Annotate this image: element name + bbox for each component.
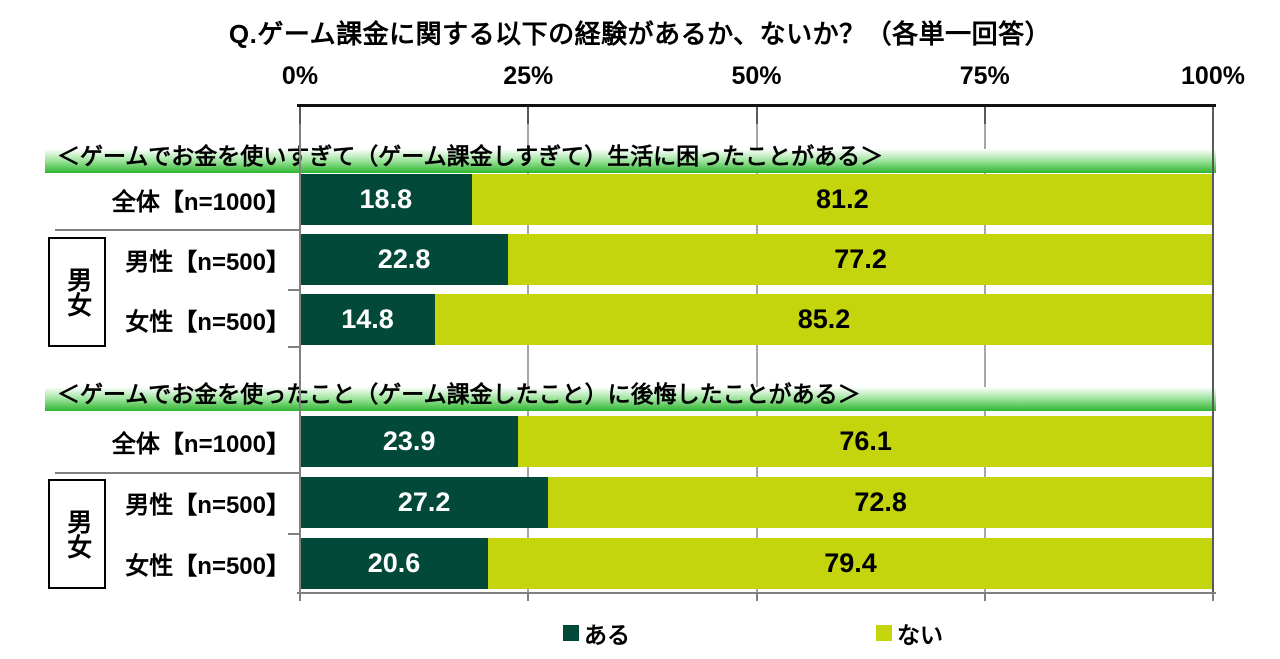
gridline <box>299 107 301 593</box>
section-2-title: ＜ゲームでお金を使ったこと（ゲーム課金したこと）に後悔したことがある＞ <box>57 381 861 407</box>
bar-value-label: 79.4 <box>824 548 877 578</box>
bar-segment-none: 81.2 <box>471 174 1213 225</box>
axis-tick-mark <box>527 107 530 124</box>
axis-tick-mark <box>983 594 986 601</box>
axis-tick-label: 75% <box>959 62 1010 90</box>
bar-segment-none: 72.8 <box>548 477 1213 528</box>
axis-tick-label: 25% <box>503 62 554 90</box>
section-1-title: ＜ゲームでお金を使いすぎて（ゲーム課金しすぎて）生活に困ったことがある＞ <box>57 143 884 169</box>
gender-group-label: 男女 <box>63 509 92 559</box>
row-label: 全体【n=1000】 <box>111 431 290 458</box>
axis-tick-label: 0% <box>281 62 319 90</box>
row-label: 女性【n=500】 <box>125 309 290 336</box>
gender-group-label: 男女 <box>63 267 92 317</box>
row-label: 男性【n=500】 <box>125 249 290 276</box>
gender-group-box-2: 男女 <box>48 479 106 589</box>
bar-segment-none: 85.2 <box>435 294 1213 345</box>
chart-title: Q.ゲーム課金に関する以下の経験があるか、ないか？（各単一回答） <box>228 19 1052 49</box>
bar-value-label: 72.8 <box>854 487 907 517</box>
axis-tick-mark <box>1212 594 1214 601</box>
gridline <box>1212 107 1214 593</box>
section-2-header: ＜ゲームでお金を使ったこと（ゲーム課金したこと）に後悔したことがある＞ <box>45 376 1216 411</box>
axis-tick-mark <box>755 107 758 124</box>
bar-value-label: 27.2 <box>397 487 451 517</box>
category-tick <box>288 346 300 348</box>
category-tick <box>288 289 300 291</box>
section-1-header: ＜ゲームでお金を使いすぎて（ゲーム課金しすぎて）生活に困ったことがある＞ <box>45 138 1216 173</box>
axis-tick-mark <box>299 594 301 601</box>
legend-label: ない <box>897 622 943 648</box>
bar-segment-none: 77.2 <box>508 234 1213 285</box>
gender-group-box-1: 男女 <box>48 237 106 347</box>
legend-item: ある <box>563 616 630 650</box>
bar-value-label: 22.8 <box>377 244 431 274</box>
category-divider <box>55 472 300 474</box>
row-label: 男性【n=500】 <box>125 492 290 519</box>
bar-value-label: 76.1 <box>839 426 892 456</box>
axis-tick-mark <box>1212 107 1214 124</box>
bar-value-label: 23.9 <box>382 426 436 456</box>
axis-tick-mark <box>755 594 758 601</box>
axis-tick-label: 50% <box>731 62 782 90</box>
axis-tick-mark <box>527 594 530 601</box>
axis-tick-label: 100% <box>1181 62 1245 90</box>
bar-segment-have: 14.8 <box>300 294 436 345</box>
legend-swatch-none <box>876 625 892 641</box>
legend-swatch-have <box>563 625 579 641</box>
bar-segment-have: 27.2 <box>300 477 549 528</box>
bar-value-label: 81.2 <box>816 184 869 214</box>
axis-tick-mark <box>299 107 301 124</box>
bar-segment-none: 79.4 <box>488 538 1213 589</box>
row-label: 全体【n=1000】 <box>111 189 290 216</box>
bar-value-label: 14.8 <box>341 304 394 334</box>
bar-segment-none: 76.1 <box>518 416 1213 467</box>
bar-segment-have: 23.9 <box>300 416 519 467</box>
gridline <box>755 107 758 593</box>
category-tick <box>288 533 300 535</box>
category-divider <box>55 229 300 231</box>
legend-item: ない <box>876 616 943 650</box>
gridline <box>983 107 986 593</box>
bar-segment-have: 18.8 <box>300 174 472 225</box>
legend-label: ある <box>584 622 630 648</box>
bar-value-label: 20.6 <box>367 548 421 578</box>
x-axis-line-bottom <box>297 592 1216 594</box>
bar-value-label: 85.2 <box>797 304 851 334</box>
bar-value-label: 77.2 <box>834 244 887 274</box>
bar-value-label: 18.8 <box>359 184 413 214</box>
x-axis-line-top <box>297 104 1216 107</box>
bar-segment-have: 22.8 <box>300 234 509 285</box>
row-label: 女性【n=500】 <box>125 553 290 580</box>
gridline <box>527 107 530 593</box>
bar-segment-have: 20.6 <box>300 538 489 589</box>
axis-tick-mark <box>983 107 986 124</box>
